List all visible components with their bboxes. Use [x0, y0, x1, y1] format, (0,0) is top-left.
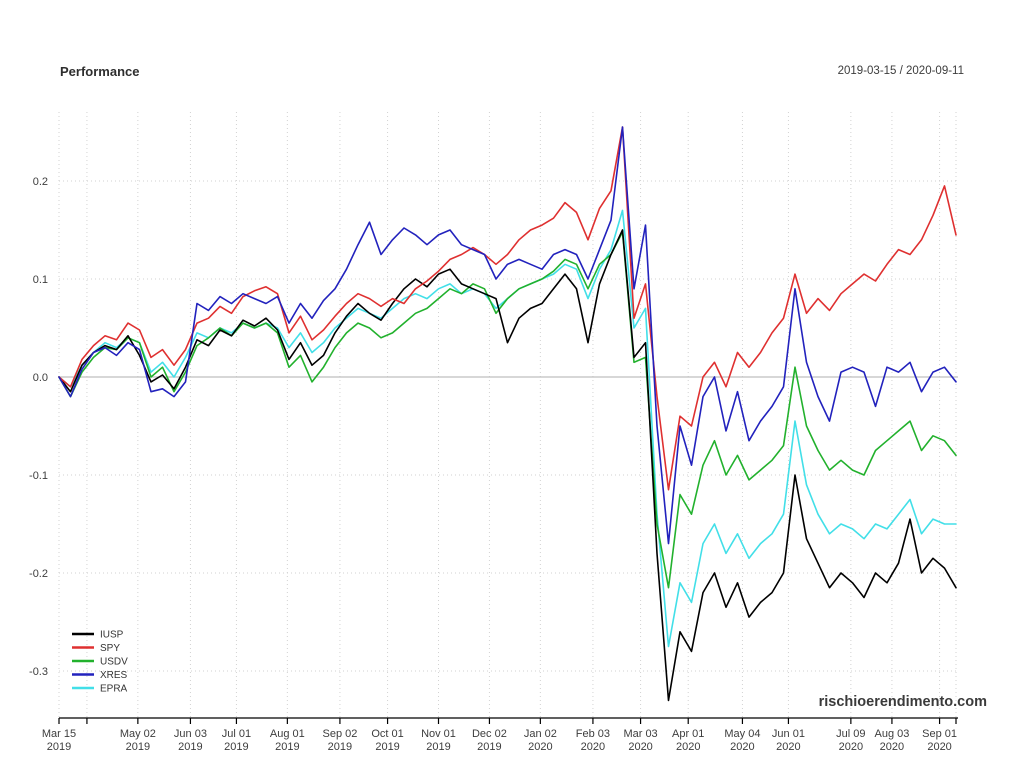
date-range-label: 2019-03-15 / 2020-09-11: [837, 65, 964, 77]
x-tick-label-year: 2019: [126, 741, 150, 753]
x-tick-label: Mar 15: [42, 728, 76, 740]
x-tick-label: Feb 03: [576, 728, 610, 740]
series-line-EPRA: [58, 209, 957, 648]
y-tick-label: 0.2: [33, 176, 48, 188]
x-tick-label-year: 2020: [880, 741, 904, 753]
x-tick-label: Jan 02: [524, 728, 557, 740]
x-tick-label-year: 2020: [776, 741, 800, 753]
series-line-USDV: [58, 231, 957, 589]
x-tick-label-year: 2019: [477, 741, 501, 753]
y-tick-label: 0.1: [33, 274, 48, 286]
x-tick-label: Apr 01: [672, 728, 704, 740]
watermark: rischioerendimento.com: [818, 694, 987, 710]
series-line-SPY: [58, 126, 957, 491]
x-tick-label: Jul 01: [222, 728, 251, 740]
x-tick-label-year: 2019: [426, 741, 450, 753]
y-axis-labels: 0.2 0.1 0.0 -0.1 -0.2 -0.3: [29, 176, 48, 678]
x-tick-label: Jun 03: [174, 728, 207, 740]
x-tick-label-year: 2020: [628, 741, 652, 753]
x-tick-label-year: 2020: [676, 741, 700, 753]
legend-label-IUSP: IUSP: [100, 630, 124, 641]
x-tick-label-year: 2020: [528, 741, 552, 753]
x-tick-label-year: 2019: [224, 741, 248, 753]
x-tick-label-year: 2020: [927, 741, 951, 753]
x-tick-label-year: 2020: [581, 741, 605, 753]
series-line-XRES: [58, 126, 957, 545]
x-tick-label: Dec 02: [472, 728, 507, 740]
x-tick-label: Jun 01: [772, 728, 805, 740]
x-tick-label-year: 2020: [730, 741, 754, 753]
y-tick-label: -0.1: [29, 470, 48, 482]
y-tick-label: -0.3: [29, 666, 48, 678]
x-tick-label: Jul 09: [836, 728, 865, 740]
x-tick-label: Sep 02: [322, 728, 357, 740]
gridlines: [58, 112, 958, 718]
legend: IUSP SPY USDV XRES EPRA: [72, 630, 128, 695]
legend-label-USDV: USDV: [100, 657, 128, 668]
y-tick-label: 0.0: [33, 372, 48, 384]
x-tick-label: Oct 01: [371, 728, 403, 740]
series-line-IUSP: [58, 229, 957, 702]
x-tick-label-year: 2020: [839, 741, 863, 753]
legend-label-EPRA: EPRA: [100, 684, 128, 695]
x-tick-label: Nov 01: [421, 728, 456, 740]
x-tick-label: May 04: [724, 728, 760, 740]
x-tick-label: Aug 01: [270, 728, 305, 740]
legend-label-XRES: XRES: [100, 670, 128, 681]
chart-title: Performance: [60, 64, 140, 79]
x-tick-label: May 02: [120, 728, 156, 740]
series-lines: [58, 126, 957, 702]
x-tick-label-year: 2019: [375, 741, 399, 753]
x-tick-label: Sep 01: [922, 728, 957, 740]
x-tick-label: Mar 03: [623, 728, 657, 740]
x-tick-label: Aug 03: [874, 728, 909, 740]
legend-label-SPY: SPY: [100, 643, 120, 654]
x-tick-label-year: 2019: [178, 741, 202, 753]
x-tick-label-year: 2019: [47, 741, 71, 753]
x-tick-label-year: 2019: [328, 741, 352, 753]
x-tick-label-year: 2019: [275, 741, 299, 753]
y-tick-label: -0.2: [29, 568, 48, 580]
